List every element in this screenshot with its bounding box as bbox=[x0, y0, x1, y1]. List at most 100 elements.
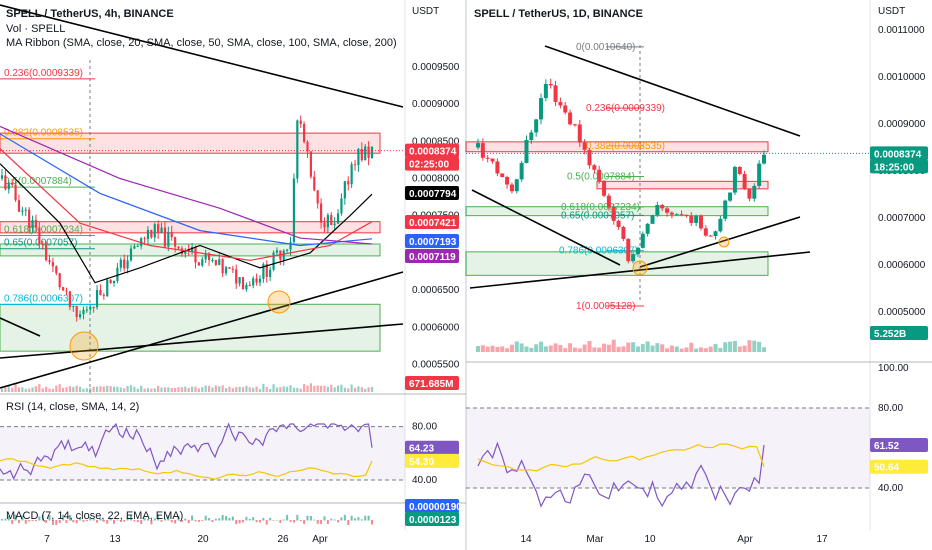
left-ma-label: MA Ribbon (SMA, close, 20, SMA, close, 5… bbox=[6, 37, 397, 49]
macd-histogram-bar bbox=[299, 520, 302, 522]
left-volume-bar bbox=[214, 385, 217, 392]
right-fib-label: 0.786(0.0006307) bbox=[559, 246, 638, 257]
left-candle bbox=[231, 268, 234, 270]
left-volume-bar bbox=[48, 388, 51, 392]
left-volume-bar bbox=[167, 387, 170, 392]
macd-histogram-bar bbox=[21, 515, 24, 521]
right-candle bbox=[694, 215, 699, 223]
left-candle bbox=[106, 279, 109, 297]
left-candle bbox=[160, 227, 163, 234]
right-candle bbox=[606, 195, 611, 208]
right-candle bbox=[543, 84, 548, 99]
right-volume-bar bbox=[514, 341, 519, 352]
macd-histogram-bar bbox=[31, 520, 34, 522]
left-macd-signal-tag: 0.00000190 bbox=[409, 502, 462, 513]
left-volume-bar bbox=[241, 387, 245, 392]
right-volume-bar bbox=[500, 346, 505, 352]
macd-histogram-bar bbox=[106, 520, 109, 524]
left-candle bbox=[48, 260, 51, 263]
left-candle bbox=[58, 273, 61, 288]
right-fib-label: 1(0.0005128) bbox=[576, 301, 636, 312]
left-candle bbox=[184, 249, 187, 254]
macd-histogram-bar bbox=[282, 519, 285, 521]
left-volume-bar bbox=[282, 386, 285, 392]
macd-histogram-bar bbox=[85, 520, 88, 522]
left-candle bbox=[174, 237, 177, 247]
right-x-tick: 14 bbox=[520, 534, 532, 545]
macd-histogram-bar bbox=[350, 515, 353, 521]
left-price-tag-bg bbox=[405, 249, 459, 263]
right-candle bbox=[679, 214, 684, 216]
left-volume-bar bbox=[55, 385, 58, 392]
macd-histogram-bar bbox=[272, 520, 275, 521]
macd-histogram-bar bbox=[45, 520, 48, 523]
right-x-tick: 10 bbox=[644, 534, 656, 545]
left-candle bbox=[157, 224, 160, 234]
left-x-tick: 7 bbox=[44, 534, 50, 545]
right-candle bbox=[737, 166, 742, 175]
left-volume-bar bbox=[31, 387, 34, 392]
right-volume-bar bbox=[684, 347, 689, 352]
left-candle bbox=[309, 151, 312, 177]
right-candle bbox=[684, 214, 689, 216]
left-price-tag: 0.0007794 bbox=[409, 189, 457, 200]
left-candle bbox=[347, 181, 350, 185]
left-volume-bar bbox=[92, 386, 95, 392]
right-candle bbox=[655, 204, 660, 216]
left-candle bbox=[282, 250, 285, 260]
macd-histogram-bar bbox=[228, 517, 231, 521]
left-rsi-ma-line bbox=[0, 458, 373, 480]
ma20-line bbox=[0, 163, 373, 284]
left-candle bbox=[214, 259, 217, 265]
right-x-tick: Apr bbox=[737, 534, 753, 545]
left-rsi-tag-bg bbox=[405, 440, 459, 455]
left-macd-label: MACD (7, 14, close, 22, EMA, EMA) bbox=[6, 510, 183, 522]
left-fib-label: 0.382(0.0008535) bbox=[4, 128, 83, 139]
right-candle bbox=[558, 101, 563, 106]
left-volume-bar bbox=[289, 385, 292, 392]
left-volume-bar bbox=[38, 384, 41, 392]
left-candle bbox=[353, 164, 357, 166]
macd-histogram-bar bbox=[92, 519, 95, 521]
macd-histogram-bar bbox=[289, 520, 292, 522]
left-volume-bar bbox=[89, 388, 92, 392]
right-volume-bar bbox=[553, 343, 558, 352]
right-volume-bar bbox=[752, 340, 757, 352]
left-volume-bar bbox=[258, 388, 262, 392]
right-volume-bar bbox=[626, 342, 631, 352]
macd-histogram-bar bbox=[126, 517, 129, 521]
right-candle bbox=[587, 149, 592, 166]
left-candle bbox=[99, 289, 102, 296]
left-candle bbox=[143, 238, 146, 240]
right-volume-bar bbox=[723, 342, 728, 352]
right-candle bbox=[577, 124, 582, 143]
macd-histogram-bar bbox=[1, 519, 3, 521]
left-volume-bar bbox=[265, 386, 268, 392]
right-volume-bar bbox=[490, 345, 495, 352]
left-volume-bar bbox=[112, 386, 116, 392]
left-price-tick: 0.0006500 bbox=[412, 285, 460, 296]
left-candle bbox=[296, 120, 299, 179]
right-bottom-marker bbox=[632, 260, 648, 276]
left-price-tick: 0.0008500 bbox=[412, 136, 460, 147]
macd-histogram-bar bbox=[180, 520, 183, 522]
right-volume-bar bbox=[519, 343, 524, 352]
right-candle bbox=[640, 233, 645, 248]
left-candle bbox=[319, 203, 323, 223]
right-volume-bar bbox=[703, 348, 708, 352]
left-support-zone bbox=[0, 243, 381, 257]
left-price-tick: 0.0005500 bbox=[412, 360, 460, 371]
right-candle bbox=[631, 254, 636, 262]
left-volume-bar bbox=[360, 387, 363, 392]
right-fib-label: 0.236(0.0009339) bbox=[586, 103, 665, 114]
right-candle bbox=[568, 112, 573, 125]
left-candle bbox=[41, 243, 44, 245]
right-volume-bar bbox=[732, 340, 737, 352]
right-ascending-trendline bbox=[639, 216, 801, 268]
macd-histogram-bar bbox=[116, 519, 119, 521]
macd-histogram-bar bbox=[17, 520, 20, 524]
macd-histogram-bar bbox=[204, 515, 207, 521]
macd-histogram-bar bbox=[275, 519, 278, 521]
left-volume-bar bbox=[262, 383, 265, 392]
